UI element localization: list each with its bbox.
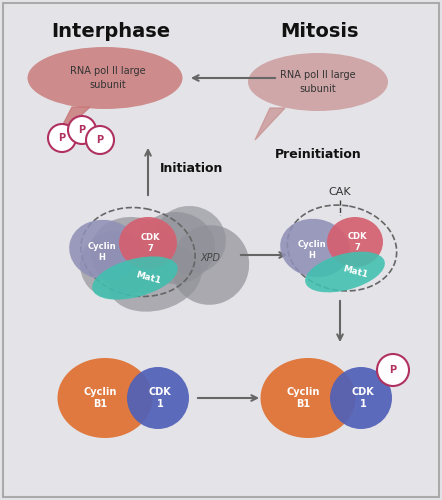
Circle shape [377,354,409,386]
Text: Cyclin
B1: Cyclin B1 [83,387,117,409]
Ellipse shape [27,47,183,109]
Polygon shape [255,108,285,140]
Ellipse shape [108,244,202,312]
Text: Mat1: Mat1 [341,264,369,280]
Text: CDK
7: CDK 7 [347,232,367,252]
Text: RNA pol II large
subunit: RNA pol II large subunit [280,70,356,94]
Text: Initiation: Initiation [160,162,223,174]
Text: CDK
1: CDK 1 [352,387,374,409]
Text: XPD: XPD [200,253,220,263]
Text: Preinitiation: Preinitiation [274,148,362,162]
Ellipse shape [80,231,150,299]
Text: Cyclin
B1: Cyclin B1 [286,387,320,409]
Ellipse shape [69,220,141,280]
Text: CAK: CAK [329,187,351,197]
Ellipse shape [305,252,385,292]
Text: P: P [389,365,396,375]
Text: CDK
7: CDK 7 [140,234,160,252]
Ellipse shape [260,358,355,438]
Ellipse shape [92,256,178,300]
Circle shape [68,116,96,144]
Ellipse shape [330,367,392,429]
Text: P: P [96,135,103,145]
Circle shape [86,126,114,154]
Text: RNA pol II large
subunit: RNA pol II large subunit [70,66,146,90]
Ellipse shape [91,217,179,293]
Polygon shape [55,107,90,140]
Ellipse shape [127,367,189,429]
Text: Cyclin
H: Cyclin H [298,240,326,260]
Ellipse shape [248,53,388,111]
Ellipse shape [119,217,177,269]
Text: Mat1: Mat1 [134,270,162,285]
Ellipse shape [327,217,383,267]
Text: P: P [78,125,86,135]
Text: Cyclin
H: Cyclin H [88,242,116,262]
Text: CDK
1: CDK 1 [149,387,171,409]
Circle shape [48,124,76,152]
Ellipse shape [171,225,249,305]
Ellipse shape [57,358,152,438]
Text: P: P [58,133,65,143]
Text: Mitosis: Mitosis [281,22,359,41]
Text: Interphase: Interphase [51,22,171,41]
Ellipse shape [154,206,226,274]
Ellipse shape [280,219,350,277]
Ellipse shape [135,212,215,284]
